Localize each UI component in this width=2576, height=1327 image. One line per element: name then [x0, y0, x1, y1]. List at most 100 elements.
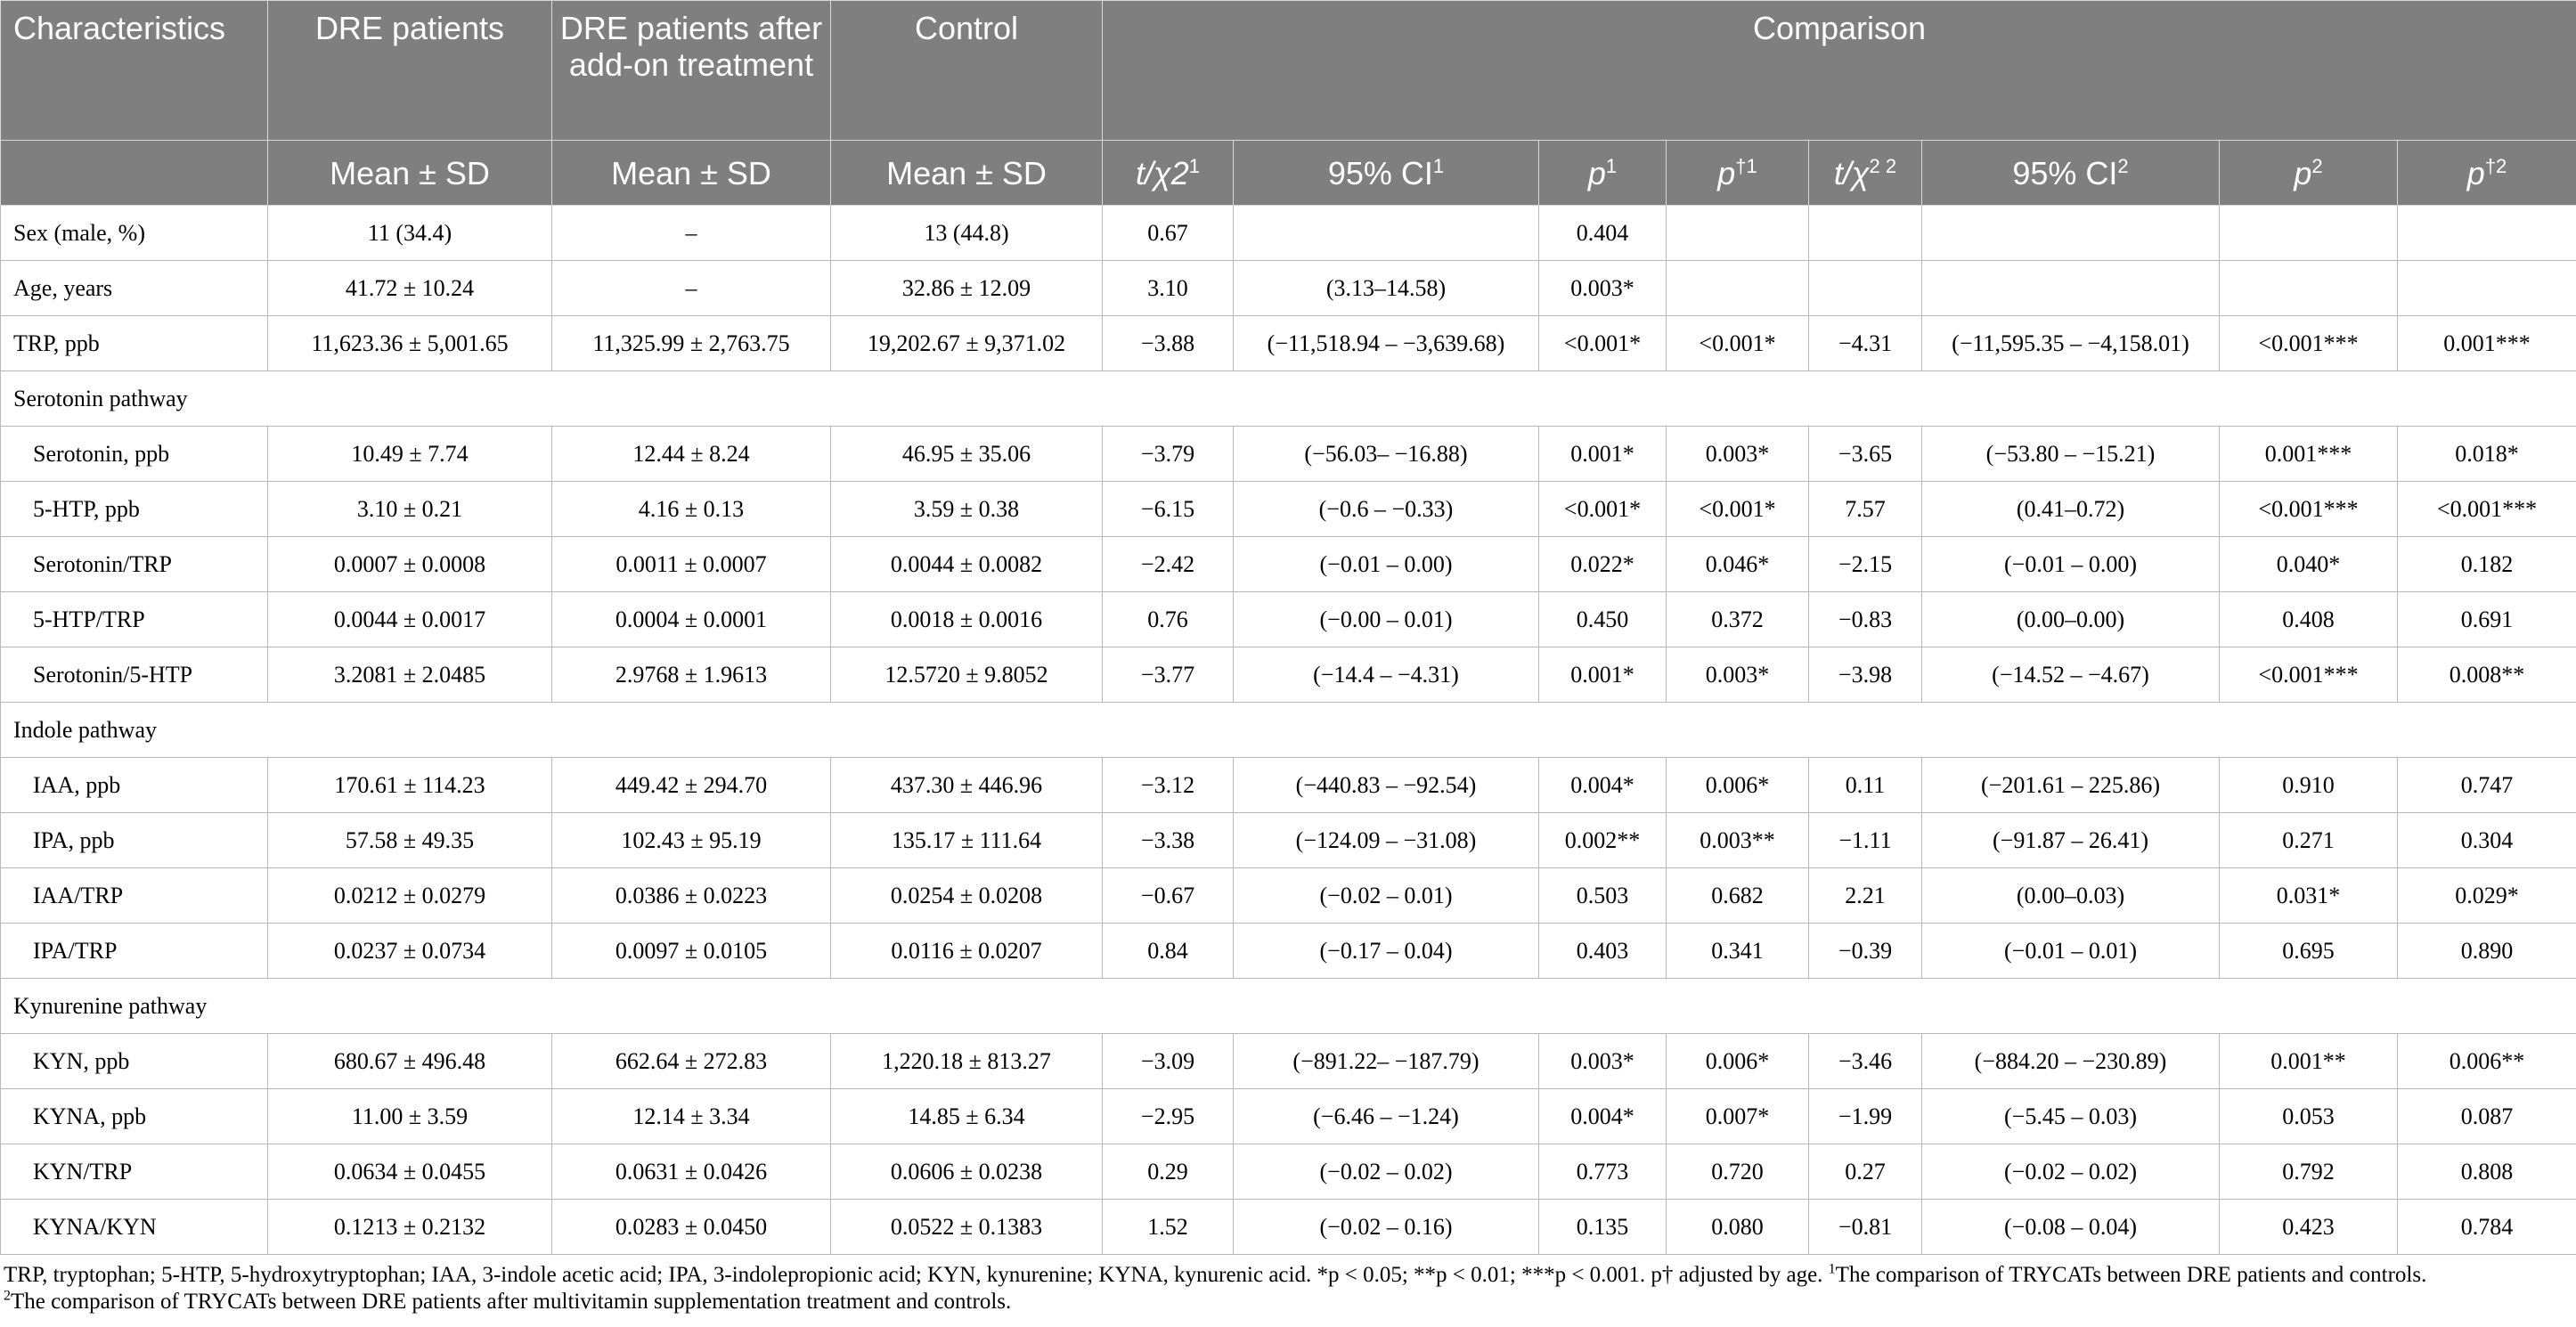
table-cell: 0.001**: [2219, 1033, 2398, 1089]
table-cell: –: [551, 260, 831, 316]
table-cell: (−91.87 – 26.41): [1921, 812, 2220, 868]
table-row: KYNA/KYN 0.1213 ± 0.2132 0.0283 ± 0.0450 0.…: [0, 1199, 2576, 1255]
table-cell: −4.31: [1808, 315, 1922, 371]
table-row: TRP, ppb 11,623.36 ± 5,001.65 11,325.99 ± …: [0, 315, 2576, 371]
table-cell: (−0.02 – 0.01): [1233, 867, 1539, 924]
table-cell: <0.001*: [1538, 481, 1667, 537]
table-cell: 0.029*: [2396, 867, 2576, 924]
table-cell: 0.046*: [1666, 536, 1809, 592]
footnote-comparison-1: The comparison of TRYCATs between DRE pa…: [1835, 1263, 2427, 1287]
table-cell: 0.691: [2396, 591, 2576, 647]
table-cell: 0.695: [2219, 923, 2398, 979]
table-cell: 0.0011 ± 0.0007: [551, 536, 831, 592]
table-cell: 0.29: [1102, 1144, 1234, 1200]
table-cell: −2.42: [1102, 536, 1234, 592]
table-cell: −3.77: [1102, 647, 1234, 703]
table-row: IAA/TRP 0.0212 ± 0.0279 0.0386 ± 0.0223 0.0…: [0, 867, 2576, 924]
table-cell: 0.408: [2219, 591, 2398, 647]
table-cell: 0.720: [1666, 1144, 1809, 1200]
table-cell: (−0.00 – 0.01): [1233, 591, 1539, 647]
table-cell: 0.003**: [1666, 812, 1809, 868]
table-cell: <0.001*: [1538, 315, 1667, 371]
table-cell: 102.43 ± 95.19: [551, 812, 831, 868]
table-cell: 0.11: [1808, 757, 1922, 813]
table-cell: 12.5720 ± 9.8052: [830, 647, 1103, 703]
section-row: Indole pathway: [0, 702, 2576, 758]
row-label: IPA/TRP: [0, 923, 268, 979]
section-label: Kynurenine pathway: [0, 978, 2576, 1034]
footnote-comparison-2: The comparison of TRYCATs between DRE pa…: [11, 1290, 1012, 1314]
table-cell: 0.450: [1538, 591, 1667, 647]
table-cell: 0.022*: [1538, 536, 1667, 592]
table-cell: (−0.08 – 0.04): [1921, 1199, 2220, 1255]
table-cell: −3.12: [1102, 757, 1234, 813]
table-cell: 2.9768 ± 1.9613: [551, 647, 831, 703]
table-cell: −3.98: [1808, 647, 1922, 703]
table-cell: 170.61 ± 114.23: [267, 757, 552, 813]
table-cell: 0.001***: [2396, 315, 2576, 371]
table-cell: −3.46: [1808, 1033, 1922, 1089]
table-cell: 2.21: [1808, 867, 1922, 924]
row-label: KYNA/KYN: [0, 1199, 268, 1255]
table-row: Serotonin/5-HTP 3.2081 ± 2.0485 2.9768 ± 1…: [0, 647, 2576, 703]
table-cell: 0.0212 ± 0.0279: [267, 867, 552, 924]
table-cell: 14.85 ± 6.34: [830, 1088, 1103, 1144]
header-p-2: p2: [2219, 140, 2398, 206]
table-cell: (−11,518.94 – −3,639.68): [1233, 315, 1539, 371]
table-cell: 0.423: [2219, 1199, 2398, 1255]
table-cell: (−0.17 – 0.04): [1233, 923, 1539, 979]
table-cell: (−891.22– −187.79): [1233, 1033, 1539, 1089]
table-cell: 0.0283 ± 0.0450: [551, 1199, 831, 1255]
table-cell: [1921, 205, 2220, 261]
table-cell: [1808, 205, 1922, 261]
table-cell: [2219, 205, 2398, 261]
table-cell: 11,623.36 ± 5,001.65: [267, 315, 552, 371]
table-cell: 0.0631 ± 0.0426: [551, 1144, 831, 1200]
table-cell: 11,325.99 ± 2,763.75: [551, 315, 831, 371]
table-cell: 0.76: [1102, 591, 1234, 647]
table-cell: 0.747: [2396, 757, 2576, 813]
table-cell: 449.42 ± 294.70: [551, 757, 831, 813]
table-cell: 12.44 ± 8.24: [551, 426, 831, 482]
table-cell: 0.403: [1538, 923, 1667, 979]
row-label: Sex (male, %): [0, 205, 268, 261]
header-p-1: p1: [1538, 140, 1667, 206]
table-cell: −0.67: [1102, 867, 1234, 924]
table-cell: 0.67: [1102, 205, 1234, 261]
header-control: Control: [830, 0, 1103, 141]
table-cell: 662.64 ± 272.83: [551, 1033, 831, 1089]
table-cell: <0.001***: [2219, 647, 2398, 703]
header-p-adjusted-2: p†2: [2396, 140, 2576, 206]
table-cell: 4.16 ± 0.13: [551, 481, 831, 537]
table-cell: 0.040*: [2219, 536, 2398, 592]
table-cell: 3.10 ± 0.21: [267, 481, 552, 537]
table-cell: (−124.09 – −31.08): [1233, 812, 1539, 868]
row-label: IAA, ppb: [0, 757, 268, 813]
table-cell: 0.404: [1538, 205, 1667, 261]
table-cell: 0.0386 ± 0.0223: [551, 867, 831, 924]
table-cell: 0.0522 ± 0.1383: [830, 1199, 1103, 1255]
header-blank: [0, 140, 268, 206]
table-cell: 0.004*: [1538, 757, 1667, 813]
table-cell: <0.001*: [1666, 315, 1809, 371]
row-label: KYNA, ppb: [0, 1088, 268, 1144]
table-cell: 0.135: [1538, 1199, 1667, 1255]
table-cell: [2396, 260, 2576, 316]
table-cell: 57.58 ± 49.35: [267, 812, 552, 868]
table-cell: (−14.4 – −4.31): [1233, 647, 1539, 703]
table-row: IPA, ppb 57.58 ± 49.35 102.43 ± 95.19 135.1…: [0, 812, 2576, 868]
table-cell: −3.09: [1102, 1033, 1234, 1089]
table-cell: (0.41–0.72): [1921, 481, 2220, 537]
header-mean-sd-dre-after: Mean ± SD: [551, 140, 831, 206]
table-cell: [1233, 205, 1539, 261]
table-cell: <0.001***: [2396, 481, 2576, 537]
results-table: Characteristics DRE patients DRE patient…: [0, 0, 2576, 1255]
table-cell: 0.182: [2396, 536, 2576, 592]
table-cell: [2396, 205, 2576, 261]
table-cell: 10.49 ± 7.74: [267, 426, 552, 482]
row-label: TRP, ppb: [0, 315, 268, 371]
table-cell: 0.910: [2219, 757, 2398, 813]
table-row: KYNA, ppb 11.00 ± 3.59 12.14 ± 3.34 14.85 ±…: [0, 1088, 2576, 1144]
table-cell: 1,220.18 ± 813.27: [830, 1033, 1103, 1089]
table-cell: 680.67 ± 496.48: [267, 1033, 552, 1089]
